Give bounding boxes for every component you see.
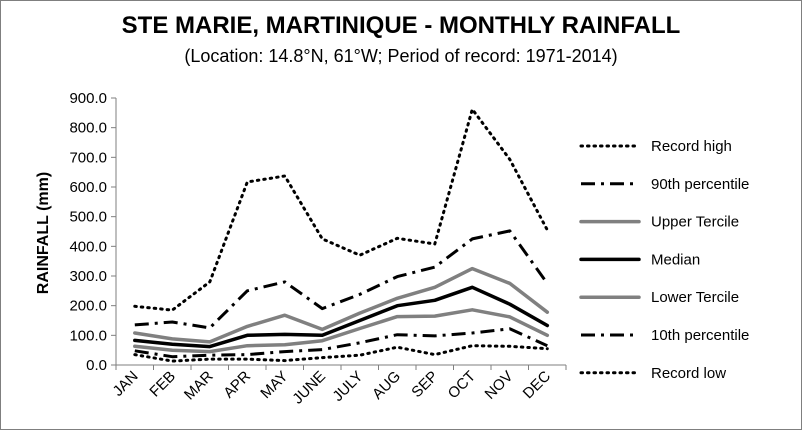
series-line-record-low [133,344,549,363]
axes: 0.0 100.0 200.0 300.0 400.0 500.0 600.0 700.0 80… [69,90,567,408]
legend-label: Median [651,251,700,268]
legend-label: 90th percentile [651,176,749,193]
y-tick-label: 800.0 [69,120,107,137]
y-axis-label: RAINFALL (mm) [35,172,52,294]
x-tick-label: OCT [445,368,479,402]
legend-label: Record high [651,138,732,155]
y-tick-label: 300.0 [69,268,107,285]
x-tick-label: MAY [257,368,291,402]
x-tick-label: JUNE [289,368,329,408]
series-line-lower-tercile [133,308,550,354]
legend-label: Record low [651,365,726,382]
chart-subtitle: (Location: 14.8°N, 61°W; Period of recor… [184,46,617,66]
y-tick-label: 700.0 [69,149,107,166]
y-tick-label: 0.0 [86,357,107,374]
x-tick-label: FEB [146,368,179,401]
y-tick-label: 600.0 [69,179,107,196]
y-tick-label: 400.0 [69,238,107,255]
x-tick-label: MAR [181,368,217,404]
y-tick-label: 100.0 [69,327,107,344]
series-line-upper-tercile [133,266,550,344]
series-line-median [133,285,550,349]
y-tick-label: 500.0 [69,209,107,226]
x-tick-label: APR [220,368,254,402]
series-line-10th-percentile [134,327,548,359]
series-line-record-high [133,107,549,312]
legend-label: Upper Tercile [651,214,739,231]
legend-label: Lower Tercile [651,289,739,306]
legend: Record high 90th percentile Upper Tercile M… [579,138,749,382]
x-tick-label: NOV [482,368,517,403]
x-tick-label: DEC [520,368,555,403]
x-tick-label: SEP [408,368,441,401]
y-tick-label: 900.0 [69,90,107,107]
x-tick-label: JULY [329,368,366,405]
chart-title: STE MARIE, MARTINIQUE - MONTHLY RAINFALL [122,12,681,39]
series-layer [133,107,550,363]
series-line-90th-percentile [134,229,549,330]
x-tick-label: JAN [110,368,142,400]
legend-label: 10th percentile [651,327,749,344]
y-tick-label: 200.0 [69,298,107,315]
x-tick-label: AUG [369,368,404,403]
